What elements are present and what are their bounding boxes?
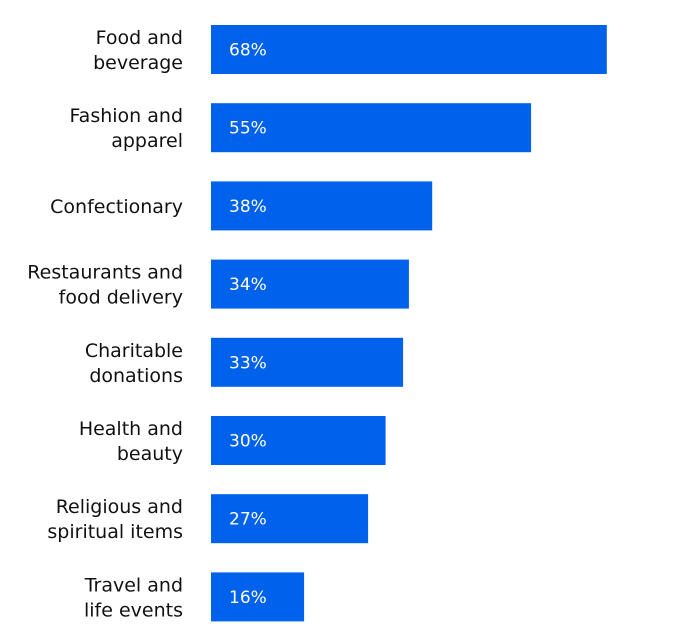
- category-label-line: Fashion and: [70, 105, 184, 127]
- category-label-line: life events: [84, 599, 183, 621]
- category-label-line: Travel and: [84, 574, 183, 596]
- bar-group: 30% Health and beauty: [79, 416, 386, 465]
- bar: [211, 259, 409, 309]
- category-label-line: food delivery: [59, 287, 183, 309]
- bar: [211, 572, 305, 622]
- bar-group: 27% Religious and spiritual items: [47, 494, 369, 544]
- category-label: Fashion and apparel: [70, 105, 184, 152]
- bar: [211, 494, 369, 544]
- category-label-line: Restaurants and: [27, 262, 183, 284]
- category-label: Restaurants and food delivery: [27, 262, 183, 309]
- bar: [211, 416, 386, 465]
- bar-group: 34% Restaurants and food delivery: [27, 259, 409, 309]
- bar-value-label: 33%: [229, 353, 267, 373]
- category-label: Charitable donations: [85, 340, 183, 387]
- bar-value-label: 55%: [229, 119, 267, 139]
- bar-group: 16% Travel and life events: [84, 572, 305, 622]
- category-label: Religious and spiritual items: [47, 496, 183, 543]
- category-label-line: beauty: [117, 443, 183, 465]
- bar-value-label: 68%: [229, 41, 267, 61]
- bar: [211, 103, 532, 153]
- category-label-line: Health and: [79, 418, 183, 440]
- bar-group: 33% Charitable donations: [85, 337, 404, 387]
- category-label-line: apparel: [111, 130, 183, 152]
- category-label-line: Religious and: [56, 496, 183, 518]
- bar: [211, 337, 404, 387]
- category-label-line: donations: [89, 365, 183, 387]
- bar: [211, 25, 607, 74]
- category-label: Health and beauty: [79, 418, 183, 465]
- bar-value-label: 34%: [229, 275, 267, 295]
- bar-group: 38% Confectionary: [50, 181, 433, 231]
- category-label: Food and beverage: [93, 27, 183, 74]
- category-label: Travel and life events: [84, 574, 183, 621]
- category-label-line: beverage: [93, 52, 183, 74]
- bar-group: 68% Food and beverage: [93, 25, 607, 74]
- bar-value-label: 27%: [229, 510, 267, 530]
- bar-value-label: 38%: [229, 197, 267, 217]
- category-label-line: Confectionary: [50, 196, 183, 218]
- category-label-line: spiritual items: [47, 521, 183, 543]
- bar-group: 55% Fashion and apparel: [70, 103, 532, 153]
- category-label: Confectionary: [50, 196, 183, 218]
- category-label-line: Food and: [96, 27, 183, 49]
- bar-value-label: 30%: [229, 432, 267, 452]
- bar-value-label: 16%: [229, 588, 267, 608]
- bar: [211, 181, 433, 231]
- category-label-line: Charitable: [85, 340, 183, 362]
